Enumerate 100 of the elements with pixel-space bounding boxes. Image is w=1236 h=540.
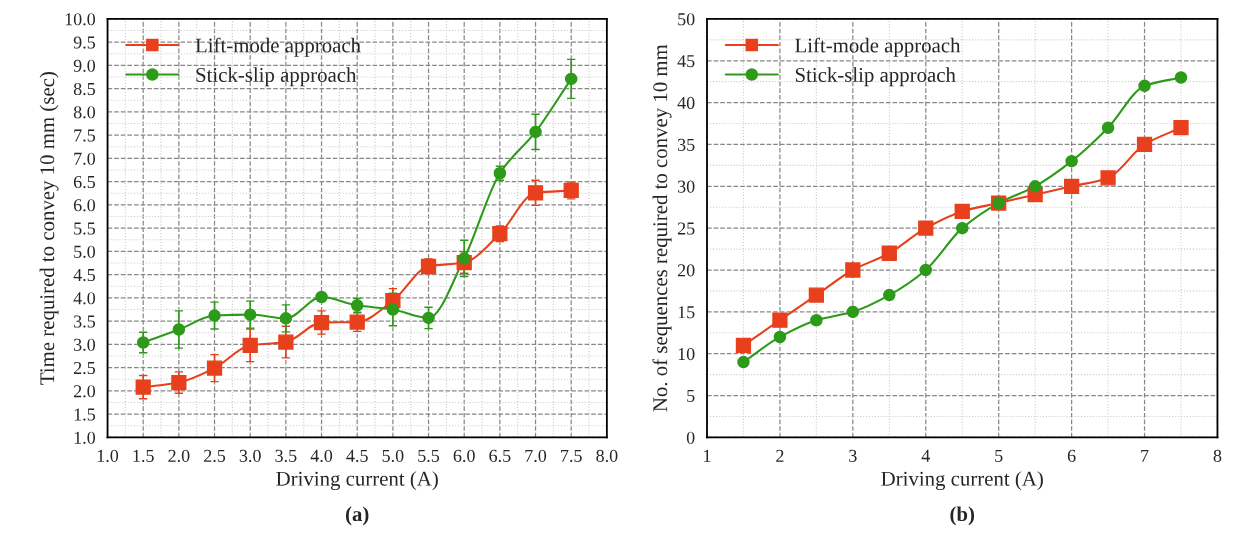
point	[955, 221, 969, 235]
point	[845, 262, 861, 278]
y-tick-label: 9.0	[73, 59, 96, 72]
x-tick-label: 8.0	[596, 449, 618, 462]
point	[564, 72, 578, 86]
y-tick-label: 1.5	[74, 408, 96, 421]
x-tick-label: 6	[1067, 449, 1076, 462]
y-tick-label: 40	[677, 96, 695, 110]
legend-label: Lift-mode approach	[195, 37, 361, 57]
x-tick-label: 2.5	[204, 449, 226, 462]
y-tick-label: 3.0	[74, 338, 96, 351]
x-tick-label: 8	[1213, 449, 1222, 462]
point	[1136, 136, 1153, 153]
y-tick-label: 8.5	[73, 82, 96, 96]
point	[1173, 120, 1189, 136]
y-tick-label: 5	[687, 389, 695, 402]
y-tick-label: 9.5	[73, 36, 96, 49]
x-tick-label: 5.0	[382, 449, 404, 462]
y-tick-label: 6.5	[73, 175, 96, 189]
point	[135, 379, 151, 395]
point	[883, 288, 896, 302]
point	[846, 305, 860, 319]
point	[808, 287, 825, 303]
legend-label: Stick-slip approach	[795, 67, 956, 87]
y-tick-label: 10.0	[65, 13, 96, 26]
y-tick-label: 6.0	[73, 199, 96, 212]
point	[172, 323, 186, 336]
point	[1174, 71, 1188, 84]
text: (b)	[950, 506, 975, 526]
x-tick-label: 5.5	[418, 449, 440, 462]
point	[171, 374, 187, 391]
point	[206, 360, 223, 376]
point	[279, 312, 293, 325]
x-tick-label: 3	[849, 449, 857, 462]
point	[243, 308, 257, 321]
x-tick-label: 6.0	[453, 449, 475, 462]
point	[919, 263, 933, 277]
point	[1063, 178, 1080, 194]
x-tick-label: 7.0	[525, 449, 547, 462]
x-tick-label: 6.5	[489, 449, 511, 462]
x-tick-label: 2	[776, 449, 784, 462]
y-tick-label: 1.0	[74, 431, 96, 444]
x-tick-label: 3.5	[275, 449, 297, 462]
y-tick-label: 35	[677, 138, 695, 151]
y-tick-label: 3.5	[74, 315, 96, 328]
point	[529, 125, 542, 139]
point	[278, 334, 294, 350]
y-tick-label: 25	[677, 222, 695, 235]
point	[1065, 154, 1078, 168]
x-tick-label: 1.5	[133, 449, 154, 462]
y-tick-label: 15	[678, 306, 695, 319]
y-tick-label: 30	[677, 180, 695, 193]
point	[772, 312, 788, 328]
point	[1028, 180, 1042, 193]
y-tick-label: 50	[678, 13, 695, 26]
y-tick-label: 4.0	[73, 292, 96, 305]
point	[457, 252, 471, 265]
point	[773, 330, 787, 344]
x-tick-label: 4	[921, 449, 930, 462]
point	[918, 220, 934, 236]
point	[1138, 79, 1151, 93]
point	[527, 185, 544, 201]
y-tick-label: 5.0	[74, 245, 96, 258]
x-tick-label: 7.5	[561, 449, 582, 462]
y-tick-label: 2.0	[73, 385, 96, 398]
point	[386, 303, 400, 316]
point	[737, 355, 750, 369]
y-axis-title: Time required to convey 10 mm (sec)	[39, 72, 59, 385]
point	[881, 245, 897, 261]
text: (a)	[345, 506, 369, 526]
x-tick-label: 5	[995, 449, 1003, 462]
y-tick-label: 10	[678, 347, 695, 361]
point	[810, 313, 823, 327]
x-tick-label: 3.0	[239, 449, 261, 462]
y-tick-label: 4.5	[73, 269, 96, 282]
y-tick-label: 7.5	[74, 129, 96, 142]
legend-label: Lift-mode approach	[795, 37, 961, 57]
x-axis-title: Driving current (A)	[276, 471, 438, 491]
x-tick-label: 1	[704, 449, 711, 462]
y-tick-label: 8.0	[73, 106, 96, 119]
point	[1100, 170, 1116, 186]
y-tick-label: 7.0	[74, 152, 96, 165]
x-tick-label: 1.0	[97, 449, 119, 462]
point	[954, 203, 970, 220]
point	[136, 336, 150, 349]
x-tick-label: 4.5	[346, 449, 368, 462]
point	[208, 309, 221, 322]
y-tick-label: 5.5	[74, 222, 96, 235]
point	[1101, 121, 1115, 134]
point	[735, 337, 752, 353]
x-tick-label: 7	[1141, 449, 1149, 462]
y-tick-label: 0	[686, 431, 695, 444]
y-tick-label: 45	[677, 55, 695, 68]
point	[242, 337, 258, 353]
y-axis-title: No. of sequences required to convey 10 mm	[652, 44, 672, 412]
legend-label: Stick-slip approach	[196, 67, 357, 87]
x-axis-title: Driving current (A)	[881, 471, 1043, 491]
x-tick-label: 2.0	[168, 449, 190, 462]
y-tick-label: 2.5	[73, 361, 96, 375]
x-tick-label: 4.0	[310, 449, 333, 462]
